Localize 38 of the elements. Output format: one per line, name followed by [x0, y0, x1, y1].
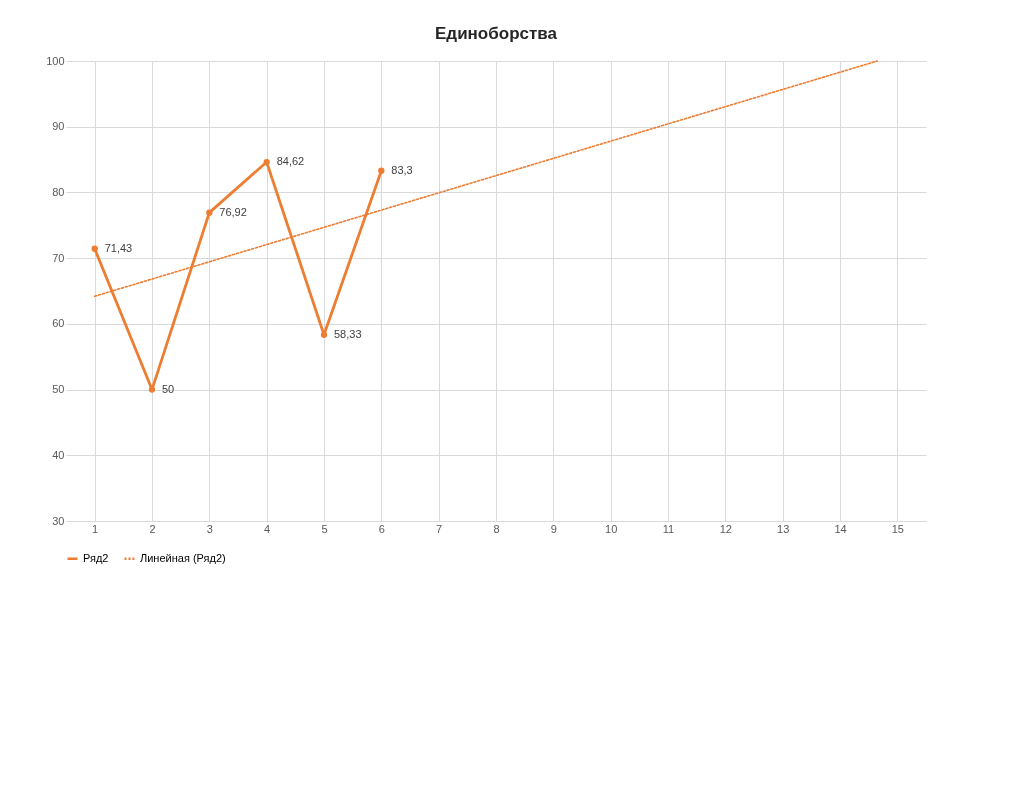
x-tick-label: 2: [149, 522, 156, 535]
y-tick-label: 60: [52, 317, 65, 330]
x-tick-label: 8: [493, 522, 500, 535]
legend-label: Линейная (Ряд2): [140, 551, 226, 564]
point: [263, 158, 270, 166]
x-tick-label: 1: [92, 522, 99, 535]
x-tick-label: 5: [321, 522, 328, 535]
y-tick-label: 80: [52, 185, 65, 198]
y-tick-label: 30: [52, 514, 65, 527]
y-tick-label: 70: [52, 251, 65, 264]
y-tick-label: 50: [52, 383, 65, 396]
chart-title: Единоборства: [435, 24, 558, 43]
x-tick-label: 4: [264, 522, 271, 535]
x-tick-label: 9: [550, 522, 557, 535]
data-label: 83,3: [391, 163, 413, 176]
y-tick-label: 90: [52, 120, 65, 133]
legend-label: Ряд2: [83, 551, 109, 564]
data-label: 76,92: [219, 205, 247, 218]
point: [320, 331, 328, 338]
data-label: 50: [162, 382, 175, 395]
x-tick-label: 13: [777, 522, 790, 535]
point: [378, 167, 385, 174]
x-tick-label: 14: [834, 522, 847, 535]
x-tick-label: 12: [719, 522, 732, 535]
y-tick-label: 40: [52, 448, 65, 461]
y-tick-label: 100: [46, 54, 65, 67]
point: [206, 209, 213, 216]
x-tick-label: 7: [436, 522, 443, 535]
point: [148, 386, 156, 393]
x-tick-label: 6: [378, 522, 385, 535]
data-label: 84,62: [276, 155, 305, 168]
data-label: 58,33: [334, 327, 362, 340]
x-tick-label: 15: [891, 522, 904, 535]
x-tick-label: 11: [662, 522, 675, 535]
data-label: 71,43: [104, 241, 133, 254]
point: [91, 245, 98, 252]
x-tick-label: 3: [206, 522, 213, 535]
x-tick-label: 10: [605, 522, 618, 535]
